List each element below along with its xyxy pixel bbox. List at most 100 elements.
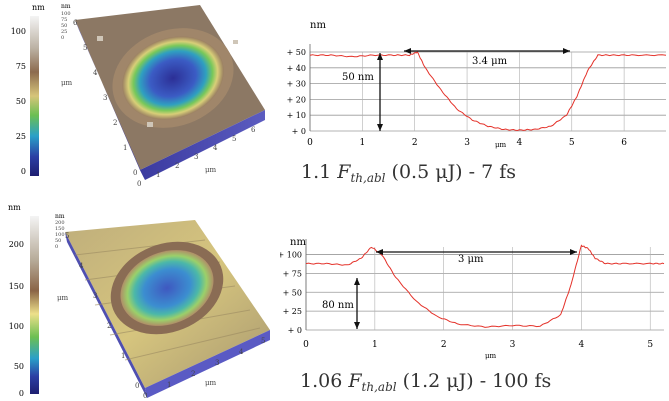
profile-y-unit: nm bbox=[310, 20, 326, 31]
x-tick: 2 bbox=[191, 370, 195, 378]
caption-value: 1.06 bbox=[300, 370, 343, 392]
afm-3d-map-1: nm 100 75 50 25 0 μm μm 0 1 2 3 4 5 6 0 … bbox=[61, 3, 265, 188]
small-scale-tick: 50 bbox=[55, 238, 61, 244]
small-scale-tick: 150 bbox=[55, 226, 65, 232]
x-tick-label: 5 bbox=[647, 340, 653, 350]
x-tick-label: 2 bbox=[412, 138, 418, 148]
small-scale-tick: 100 bbox=[55, 232, 65, 238]
x-tick-label: 3 bbox=[510, 340, 516, 350]
caption-energy: (0.5 μJ) - 7 fs bbox=[391, 161, 517, 183]
colorbar-tick: 200 bbox=[9, 240, 24, 249]
caption-symbol: F bbox=[348, 370, 362, 392]
profile-chart-2: nm μm + 100 + 75 + 50 + 25 + 0 0 1 2 3 4 5 3 μm 8… bbox=[280, 237, 665, 360]
y-tick-label: + 25 bbox=[283, 307, 302, 316]
profile-chart-1: nm μm + 50 + 40 + 30 + 20 + 10 + 0 0 1 2 3 4 5 6 3.… bbox=[287, 20, 667, 149]
profile-x-unit: μm bbox=[485, 352, 497, 360]
colorbar-tick: 100 bbox=[9, 322, 24, 331]
small-scale-unit: nm bbox=[61, 3, 71, 10]
x-tick: 6 bbox=[251, 126, 256, 134]
x-tick: 3 bbox=[194, 153, 198, 161]
y-tick: 3 bbox=[103, 94, 107, 102]
small-scale-tick: 25 bbox=[61, 29, 67, 35]
y-tick: 4 bbox=[93, 69, 98, 77]
y-tick-label: + 20 bbox=[287, 95, 306, 104]
y-tick: 2 bbox=[113, 119, 117, 127]
small-scale-unit: nm bbox=[55, 213, 65, 220]
small-scale-tick: 75 bbox=[61, 17, 67, 23]
caption-subscript: th,abl bbox=[350, 171, 386, 185]
x-tick-label: 1 bbox=[372, 340, 378, 350]
x-tick-label: 1 bbox=[359, 138, 365, 148]
y-tick-label: + 10 bbox=[287, 111, 306, 120]
y-tick: 2 bbox=[107, 322, 111, 330]
x-axis-unit: μm bbox=[205, 379, 217, 387]
y-axis-unit: μm bbox=[61, 79, 73, 87]
y-tick-label: + 30 bbox=[287, 80, 306, 89]
y-tick: 3 bbox=[93, 292, 97, 300]
small-scale-tick: 50 bbox=[61, 23, 67, 29]
y-tick-label: + 100 bbox=[280, 251, 302, 260]
y-tick-label: + 0 bbox=[292, 127, 306, 136]
caption-2: 1.06 Fth,abl (1.2 μJ) - 100 fs bbox=[300, 370, 551, 394]
x-tick-label: 5 bbox=[569, 138, 575, 148]
x-tick-label: 3 bbox=[464, 138, 470, 148]
x-tick: 0 bbox=[143, 392, 147, 400]
colorbar-tick: 25 bbox=[16, 132, 26, 141]
colorbar-2: nm 200 150 100 50 0 bbox=[8, 203, 39, 398]
x-tick: 0 bbox=[137, 180, 141, 188]
colorbar-tick: 0 bbox=[19, 389, 24, 398]
y-tick-label: + 50 bbox=[287, 48, 306, 57]
x-tick-label: 0 bbox=[307, 138, 313, 148]
small-scale-tick: 0 bbox=[55, 244, 58, 250]
small-scale-tick: 200 bbox=[55, 220, 65, 226]
x-tick: 2 bbox=[175, 162, 179, 170]
colorbar-tick: 0 bbox=[21, 167, 26, 176]
x-axis-unit: μm bbox=[205, 166, 217, 174]
y-tick-label: + 40 bbox=[287, 64, 306, 73]
profile-series-line bbox=[309, 51, 667, 132]
small-scale-tick: 100 bbox=[61, 11, 71, 17]
x-tick: 5 bbox=[232, 135, 236, 143]
profile-x-unit: μm bbox=[495, 141, 507, 149]
x-tick-label: 6 bbox=[621, 138, 627, 148]
y-tick: 4 bbox=[79, 262, 84, 270]
y-axis-unit: μm bbox=[57, 294, 69, 302]
depth-annotation: 80 nm bbox=[322, 300, 354, 311]
colorbar-tick: 75 bbox=[16, 62, 26, 71]
x-tick: 4 bbox=[239, 348, 244, 356]
y-tick: 1 bbox=[121, 352, 125, 360]
x-tick: 1 bbox=[167, 381, 171, 389]
x-tick-label: 4 bbox=[579, 340, 585, 350]
y-tick: 1 bbox=[123, 144, 127, 152]
depth-annotation: 50 nm bbox=[342, 72, 374, 83]
colorbar-tick: 50 bbox=[16, 97, 26, 106]
afm-3d-map-2: nm 200 150 100 50 0 μm μm 0 1 2 3 4 5 0 … bbox=[55, 213, 270, 400]
caption-energy: (1.2 μJ) - 100 fs bbox=[402, 370, 552, 392]
y-tick-label: + 75 bbox=[283, 269, 302, 278]
y-tick-label: + 0 bbox=[288, 326, 302, 335]
profile-y-unit: nm bbox=[290, 237, 306, 248]
caption-subscript: th,abl bbox=[361, 380, 397, 394]
colorbar-unit: nm bbox=[8, 203, 21, 212]
y-tick: 0 bbox=[135, 382, 139, 390]
caption-symbol: F bbox=[337, 161, 351, 183]
caption-1: 1.1 Fth,abl (0.5 μJ) - 7 fs bbox=[301, 161, 516, 185]
y-tick: 6 bbox=[73, 19, 78, 27]
caption-value: 1.1 bbox=[301, 161, 332, 183]
x-tick: 3 bbox=[215, 359, 219, 367]
colorbar-tick: 150 bbox=[9, 282, 24, 291]
colorbar-tick: 100 bbox=[11, 27, 26, 36]
width-annotation: 3.4 μm bbox=[472, 56, 508, 67]
colorbar-unit: nm bbox=[32, 3, 45, 12]
x-tick-label: 0 bbox=[303, 340, 309, 350]
x-tick: 5 bbox=[261, 337, 265, 345]
y-tick: 5 bbox=[65, 232, 69, 240]
small-scale-tick: 0 bbox=[61, 35, 64, 41]
x-tick-label: 4 bbox=[517, 138, 523, 148]
y-tick-label: + 50 bbox=[283, 288, 302, 297]
colorbar-1: nm 100 75 50 25 0 bbox=[11, 3, 45, 176]
colorbar-tick: 50 bbox=[14, 362, 24, 371]
width-annotation: 3 μm bbox=[458, 254, 484, 265]
y-tick: 5 bbox=[83, 44, 87, 52]
x-tick: 4 bbox=[213, 144, 218, 152]
